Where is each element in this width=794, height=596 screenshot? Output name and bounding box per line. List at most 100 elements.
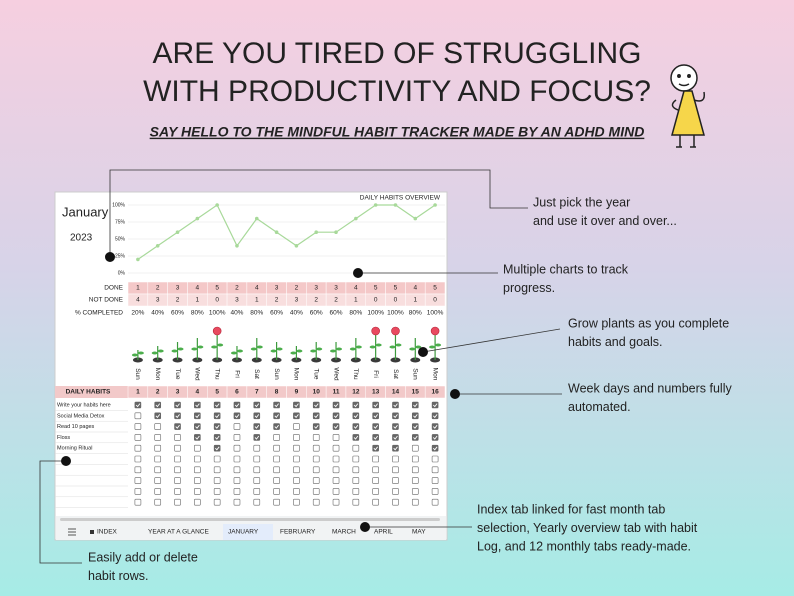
checkbox[interactable] <box>134 488 142 495</box>
checkbox[interactable] <box>253 401 261 409</box>
checkbox[interactable] <box>293 477 300 484</box>
checkbox[interactable] <box>312 434 320 441</box>
checkbox[interactable] <box>174 498 181 506</box>
checkbox[interactable] <box>411 423 419 430</box>
checkbox[interactable] <box>332 434 340 441</box>
checkbox[interactable] <box>293 401 300 409</box>
checkbox[interactable] <box>312 401 320 409</box>
checkbox[interactable] <box>312 488 320 495</box>
checkbox[interactable] <box>253 423 261 430</box>
checkbox[interactable] <box>312 455 320 463</box>
checkbox[interactable] <box>372 488 379 495</box>
checkbox[interactable] <box>392 466 399 474</box>
checkbox[interactable] <box>154 455 162 463</box>
checkbox[interactable] <box>273 434 280 441</box>
checkbox[interactable] <box>253 498 261 506</box>
checkbox[interactable] <box>154 444 162 452</box>
checkbox[interactable] <box>312 423 320 430</box>
checkbox[interactable] <box>411 444 419 452</box>
checkbox[interactable] <box>194 434 201 441</box>
checkbox[interactable] <box>372 455 379 463</box>
checkbox[interactable] <box>392 401 399 409</box>
checkbox[interactable] <box>372 444 379 452</box>
checkbox[interactable] <box>411 401 419 409</box>
checkbox[interactable] <box>213 498 221 506</box>
checkbox[interactable] <box>411 412 419 420</box>
checkbox[interactable] <box>293 455 300 463</box>
checkbox[interactable] <box>134 498 142 506</box>
checkbox[interactable] <box>293 423 300 430</box>
checkbox[interactable] <box>194 423 201 430</box>
checkbox[interactable] <box>332 477 340 484</box>
checkbox[interactable] <box>134 444 142 452</box>
checkbox[interactable] <box>233 434 241 441</box>
checkbox[interactable] <box>154 423 162 430</box>
checkbox[interactable] <box>411 455 419 463</box>
tab[interactable]: MARCH <box>332 529 356 536</box>
checkbox[interactable] <box>293 434 300 441</box>
checkbox[interactable] <box>411 466 419 474</box>
checkbox[interactable] <box>431 477 439 484</box>
checkbox[interactable] <box>332 412 340 420</box>
checkbox[interactable] <box>332 498 340 506</box>
checkbox[interactable] <box>273 412 280 420</box>
checkbox[interactable] <box>332 488 340 495</box>
tab[interactable]: MAY <box>412 529 426 536</box>
checkbox[interactable] <box>392 412 399 420</box>
checkbox[interactable] <box>372 434 379 441</box>
checkbox[interactable] <box>134 455 142 463</box>
checkbox[interactable] <box>213 423 221 430</box>
checkbox[interactable] <box>411 477 419 484</box>
checkbox[interactable] <box>431 444 439 452</box>
checkbox[interactable] <box>431 466 439 474</box>
checkbox[interactable] <box>233 466 241 474</box>
checkbox[interactable] <box>233 477 241 484</box>
checkbox[interactable] <box>253 455 261 463</box>
checkbox[interactable] <box>273 498 280 506</box>
checkbox[interactable] <box>392 423 399 430</box>
checkbox[interactable] <box>213 401 221 409</box>
checkbox[interactable] <box>154 488 162 495</box>
checkbox[interactable] <box>194 466 201 474</box>
menu-icon[interactable] <box>68 528 76 536</box>
tab[interactable]: APRIL <box>374 529 393 536</box>
checkbox[interactable] <box>134 412 142 420</box>
checkbox[interactable] <box>332 466 340 474</box>
checkbox[interactable] <box>174 444 181 452</box>
checkbox[interactable] <box>213 434 221 441</box>
checkbox[interactable] <box>293 498 300 506</box>
checkbox[interactable] <box>134 401 142 409</box>
checkbox[interactable] <box>392 488 399 495</box>
checkbox[interactable] <box>411 498 419 506</box>
checkbox[interactable] <box>154 412 162 420</box>
checkbox[interactable] <box>392 455 399 463</box>
checkbox[interactable] <box>352 477 360 484</box>
checkbox[interactable] <box>293 444 300 452</box>
checkbox[interactable] <box>392 477 399 484</box>
checkbox[interactable] <box>253 477 261 484</box>
checkbox[interactable] <box>233 423 241 430</box>
checkbox[interactable] <box>273 401 280 409</box>
checkbox[interactable] <box>253 444 261 452</box>
checkbox[interactable] <box>293 412 300 420</box>
checkbox[interactable] <box>213 444 221 452</box>
checkbox[interactable] <box>253 466 261 474</box>
checkbox[interactable] <box>431 401 439 409</box>
checkbox[interactable] <box>352 423 360 430</box>
checkbox[interactable] <box>194 455 201 463</box>
checkbox[interactable] <box>372 412 379 420</box>
checkbox[interactable] <box>213 477 221 484</box>
checkbox[interactable] <box>352 401 360 409</box>
checkbox[interactable] <box>174 434 181 441</box>
checkbox[interactable] <box>213 466 221 474</box>
checkbox[interactable] <box>431 423 439 430</box>
checkbox[interactable] <box>352 498 360 506</box>
checkbox[interactable] <box>372 401 379 409</box>
checkbox[interactable] <box>372 423 379 430</box>
checkbox[interactable] <box>332 401 340 409</box>
checkbox[interactable] <box>194 477 201 484</box>
checkbox[interactable] <box>273 477 280 484</box>
checkbox[interactable] <box>312 412 320 420</box>
checkbox[interactable] <box>332 423 340 430</box>
checkbox[interactable] <box>352 455 360 463</box>
